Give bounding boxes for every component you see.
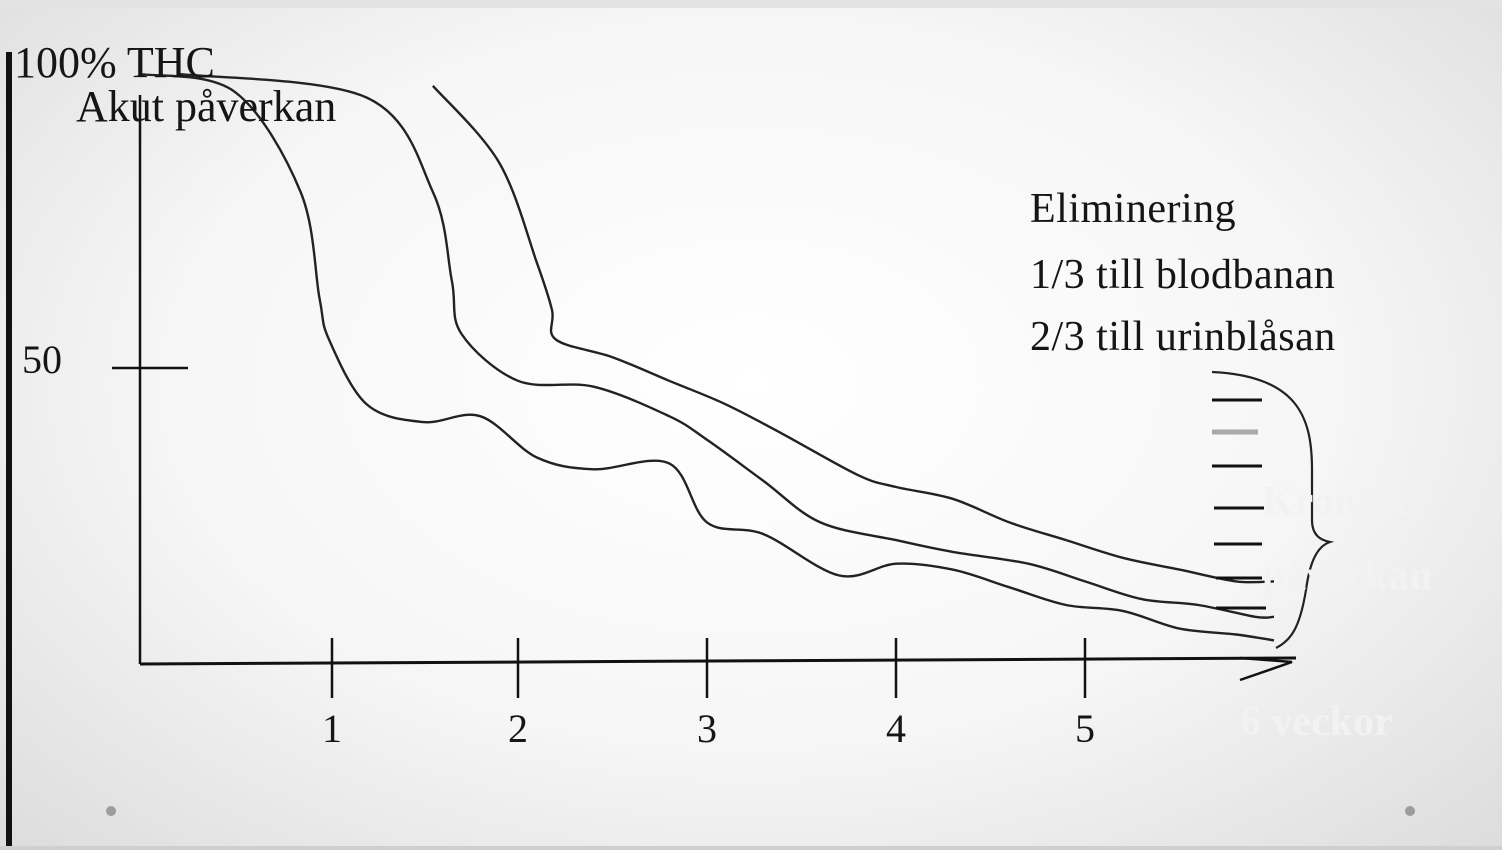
curve-line-3 [431, 85, 1275, 584]
annotation-urinblasan: 2/3 till urinblåsan [1030, 314, 1336, 360]
slide-dot-right [1405, 806, 1415, 816]
dash-marks [1212, 398, 1266, 610]
annotation-6-veckor: 6 veckor [1240, 699, 1393, 745]
left-border-bar [6, 52, 12, 850]
chart-subtitle: Akut påverkan [76, 82, 337, 131]
annotation-paverkan: påverkan [1262, 553, 1433, 599]
y-tick-label: 50 [22, 337, 62, 382]
x-tick-label: 4 [886, 706, 906, 751]
curve-line-1 [139, 72, 1275, 642]
annotation-blodbanan: 1/3 till blodbanan [1030, 252, 1336, 298]
annotation-kronisk: Kronisk [1262, 479, 1409, 525]
curve-line-2 [177, 72, 1275, 619]
curves-group [139, 72, 1275, 642]
chronic-bracket [1211, 370, 1335, 649]
x-axis-arrow-icon [1239, 656, 1293, 682]
bottom-border-strip [0, 846, 1502, 850]
x-tick-label: 5 [1075, 706, 1095, 751]
annotation-eliminering: Eliminering [1030, 186, 1237, 232]
x-tick-label: 1 [322, 706, 342, 751]
x-axis [139, 656, 1297, 666]
chart-title: 100% THC [14, 38, 215, 87]
top-border-strip [0, 0, 1502, 8]
x-ticks-group: 1 2 3 4 5 [322, 638, 1095, 751]
x-tick-label: 2 [508, 706, 528, 751]
slide-dot-left [106, 806, 116, 816]
x-tick-label: 3 [697, 706, 717, 751]
